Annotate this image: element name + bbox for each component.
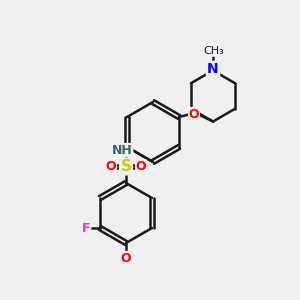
Text: O: O [136,160,146,173]
Text: NH: NH [112,143,133,157]
Text: O: O [189,107,199,121]
Text: F: F [82,221,91,235]
Text: O: O [106,160,116,173]
Text: S: S [121,159,131,174]
Text: CH₃: CH₃ [203,46,224,56]
Text: O: O [121,251,131,265]
Text: N: N [207,62,219,76]
